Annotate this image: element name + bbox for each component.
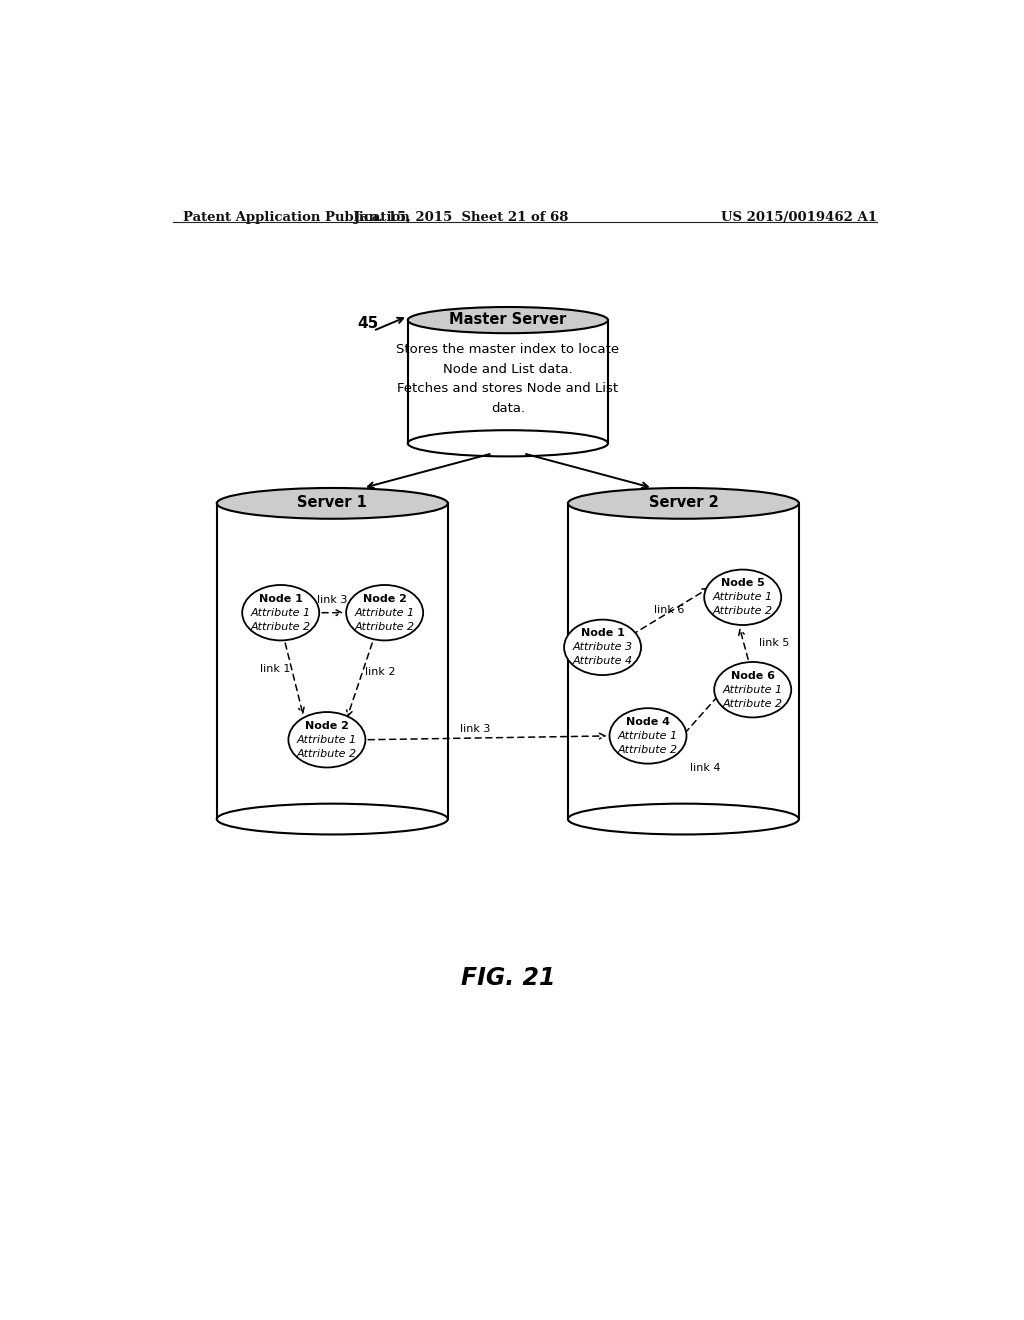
Ellipse shape [289,711,366,767]
Text: link 2: link 2 [366,668,396,677]
Text: Attribute 1: Attribute 1 [297,735,357,744]
Ellipse shape [408,430,608,457]
Text: link 5: link 5 [759,639,790,648]
Text: Attribute 3: Attribute 3 [572,643,633,652]
Text: Attribute 2: Attribute 2 [297,748,357,759]
Text: FIG. 21: FIG. 21 [461,966,555,990]
Ellipse shape [609,708,686,763]
Text: Attribute 2: Attribute 2 [251,622,310,631]
Text: Jan. 15, 2015  Sheet 21 of 68: Jan. 15, 2015 Sheet 21 of 68 [354,211,569,224]
Text: Attribute 1: Attribute 1 [251,607,310,618]
Text: Attribute 2: Attribute 2 [723,698,782,709]
Text: link 1: link 1 [260,664,290,673]
Ellipse shape [408,308,608,333]
Text: Attribute 1: Attribute 1 [713,593,773,602]
Text: link 3: link 3 [461,723,490,734]
Text: US 2015/0019462 A1: US 2015/0019462 A1 [722,211,878,224]
Text: Attribute 4: Attribute 4 [572,656,633,667]
Text: Master Server: Master Server [450,312,566,327]
Bar [568,503,799,818]
Text: Node 4: Node 4 [626,717,670,727]
Text: Node 5: Node 5 [721,578,765,589]
Ellipse shape [243,585,319,640]
Ellipse shape [705,570,781,626]
Text: Node 6: Node 6 [731,671,775,681]
Ellipse shape [346,585,423,640]
Ellipse shape [564,619,641,675]
Ellipse shape [568,488,799,519]
Ellipse shape [714,663,792,718]
Text: Node 2: Node 2 [305,721,349,731]
Bar [408,321,608,444]
Ellipse shape [568,804,799,834]
Text: Stores the master index to locate
Node and List data.
Fetches and stores Node an: Stores the master index to locate Node a… [396,343,620,414]
Text: Node 2: Node 2 [362,594,407,603]
Text: link 4: link 4 [690,763,721,774]
Text: Server 1: Server 1 [297,495,368,510]
Text: Patent Application Publication: Patent Application Publication [183,211,410,224]
Text: Attribute 1: Attribute 1 [354,607,415,618]
Text: Server 2: Server 2 [648,495,718,510]
Text: Attribute 2: Attribute 2 [617,744,678,755]
Text: Attribute 1: Attribute 1 [617,731,678,741]
Text: 45: 45 [357,317,379,331]
Text: Attribute 2: Attribute 2 [354,622,415,631]
Text: link 3: link 3 [317,595,347,606]
Bar [217,503,447,818]
Text: link 6: link 6 [654,606,684,615]
Text: Attribute 2: Attribute 2 [713,606,773,616]
Text: Node 1: Node 1 [259,594,303,603]
Ellipse shape [217,488,447,519]
Text: Node 1: Node 1 [581,628,625,639]
Text: Attribute 1: Attribute 1 [723,685,782,694]
Ellipse shape [217,804,447,834]
